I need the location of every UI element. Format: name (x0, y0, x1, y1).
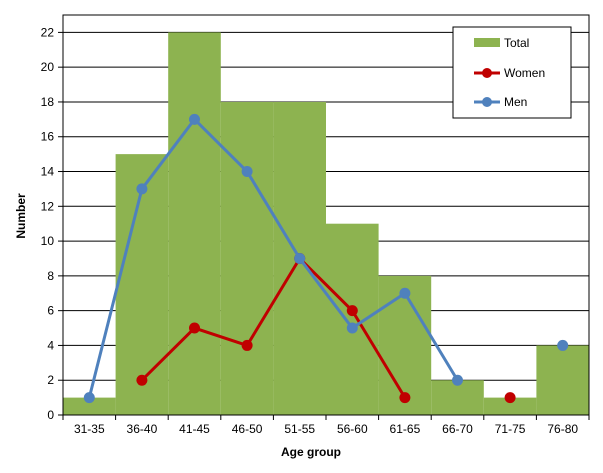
point-women-41-45 (189, 322, 200, 334)
point-men-66-70 (452, 374, 463, 386)
point-men-51-55 (294, 252, 306, 264)
point-men-41-45 (189, 113, 200, 125)
y-tick-label: 12 (41, 199, 55, 213)
bar-total-76-80 (536, 345, 589, 415)
y-tick-label: 4 (47, 338, 54, 352)
y-tick-label: 22 (41, 25, 55, 39)
bar-total-66-70 (431, 380, 484, 415)
x-tick-label: 41-45 (179, 422, 210, 436)
legend-label-men: Men (504, 95, 527, 109)
y-tick-label: 10 (41, 234, 55, 248)
y-tick-label: 6 (47, 304, 54, 318)
x-tick-label: 76-80 (547, 422, 578, 436)
point-men-61-65 (399, 287, 411, 299)
bar-total-61-65 (378, 275, 432, 415)
legend: Total Women Men (452, 26, 572, 119)
legend-label-total: Total (504, 36, 529, 50)
point-women-56-60 (346, 305, 358, 317)
point-men-36-40 (136, 183, 148, 195)
x-tick-label: 71-75 (495, 422, 526, 436)
x-tick-label: 36-40 (127, 422, 158, 436)
x-tick-label: 46-50 (232, 422, 263, 436)
axes: 0 2 4 6 8 10 12 14 16 18 20 22 31-35 36-40 41-45 46-50 5… (41, 14, 590, 436)
point-men-31-35 (83, 392, 95, 404)
bar-total-41-45 (168, 32, 221, 416)
y-tick-label: 20 (41, 60, 55, 74)
legend-box (452, 26, 572, 119)
series-lines (83, 113, 569, 404)
x-tick-label: 31-35 (74, 422, 105, 436)
legend-label-women: Women (504, 66, 545, 80)
x-tick-label: 51-55 (284, 422, 315, 436)
point-women-46-50 (241, 339, 253, 351)
legend-marker-women (482, 68, 492, 78)
y-tick-label: 2 (47, 373, 54, 387)
y-axis-title: Number (14, 193, 28, 239)
point-men-56-60 (346, 322, 358, 334)
y-tick-label: 14 (41, 165, 55, 179)
x-tick-label: 61-65 (390, 422, 421, 436)
bar-total-56-60 (326, 223, 379, 415)
x-tick-label: 56-60 (337, 422, 368, 436)
x-tick-label: 66-70 (442, 422, 473, 436)
y-tick-label: 16 (41, 130, 55, 144)
y-tick-label: 18 (41, 95, 55, 109)
x-axis-title: Age group (281, 445, 341, 459)
line-women-segment-0 (140, 256, 407, 399)
bar-total-71-75 (483, 397, 537, 415)
y-tick-label: 0 (47, 408, 54, 422)
point-men-46-50 (241, 166, 253, 178)
point-women-71-75 (504, 392, 516, 404)
y-tick-label: 8 (47, 269, 54, 283)
bar-total-46-50 (220, 101, 274, 416)
legend-swatch-total (474, 38, 500, 47)
point-men-76-80 (557, 339, 569, 351)
point-women-61-65 (399, 392, 411, 404)
bar-total-36-40 (115, 154, 169, 415)
bar-total-31-35 (63, 397, 116, 415)
point-women-36-40 (136, 374, 148, 386)
line-men-segment-0 (87, 117, 459, 398)
legend-marker-men (482, 97, 492, 107)
